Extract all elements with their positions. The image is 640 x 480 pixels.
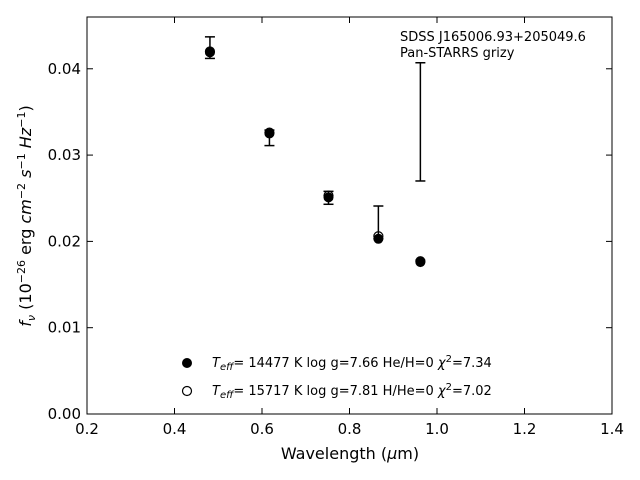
model-point-open bbox=[264, 127, 275, 138]
y-tick-label: 0.00 bbox=[48, 405, 81, 423]
x-tick-label: 0.2 bbox=[75, 420, 99, 438]
model-point-filled bbox=[373, 233, 384, 244]
legend-label-1: Teff= 14477 K log g=7.66 He/H=0 χ2=7.34 bbox=[212, 354, 492, 373]
plot-frame bbox=[86, 16, 613, 415]
y-tick-label: 0.01 bbox=[48, 319, 81, 337]
x-tick-label: 0.8 bbox=[338, 420, 362, 438]
legend-marker-open bbox=[181, 385, 193, 397]
legend-marker-filled bbox=[182, 358, 192, 368]
y-tick-label: 0.04 bbox=[48, 60, 81, 78]
model-point-open bbox=[373, 231, 384, 242]
legend-label-2: Teff= 15717 K log g=7.81 H/He=0 χ2=7.02 bbox=[212, 382, 492, 401]
x-tick-label: 1.0 bbox=[425, 420, 449, 438]
legend: Teff= 14477 K log g=7.66 He/H=0 χ2=7.34 … bbox=[181, 354, 492, 401]
model-point-open bbox=[415, 256, 426, 267]
x-tick-label: 0.6 bbox=[250, 420, 274, 438]
x-tick-label: 1.2 bbox=[513, 420, 537, 438]
y-tick-label: 0.02 bbox=[48, 232, 81, 250]
annotation-line-2: Pan-STARRS grizy bbox=[400, 46, 515, 61]
model-point-open bbox=[204, 46, 216, 57]
y-axis-label: fν (10−26 erg cm−2 s−1 Hz−1) bbox=[15, 105, 38, 326]
x-axis-label: Wavelength (μm) bbox=[281, 444, 419, 463]
y-tick-label: 0.03 bbox=[48, 146, 81, 164]
model-point-open bbox=[323, 190, 334, 201]
x-tick-label: 0.4 bbox=[163, 420, 187, 438]
x-tick-label: 1.4 bbox=[600, 420, 624, 438]
annotation-line-1: SDSS J165006.93+205049.6 bbox=[400, 30, 586, 45]
